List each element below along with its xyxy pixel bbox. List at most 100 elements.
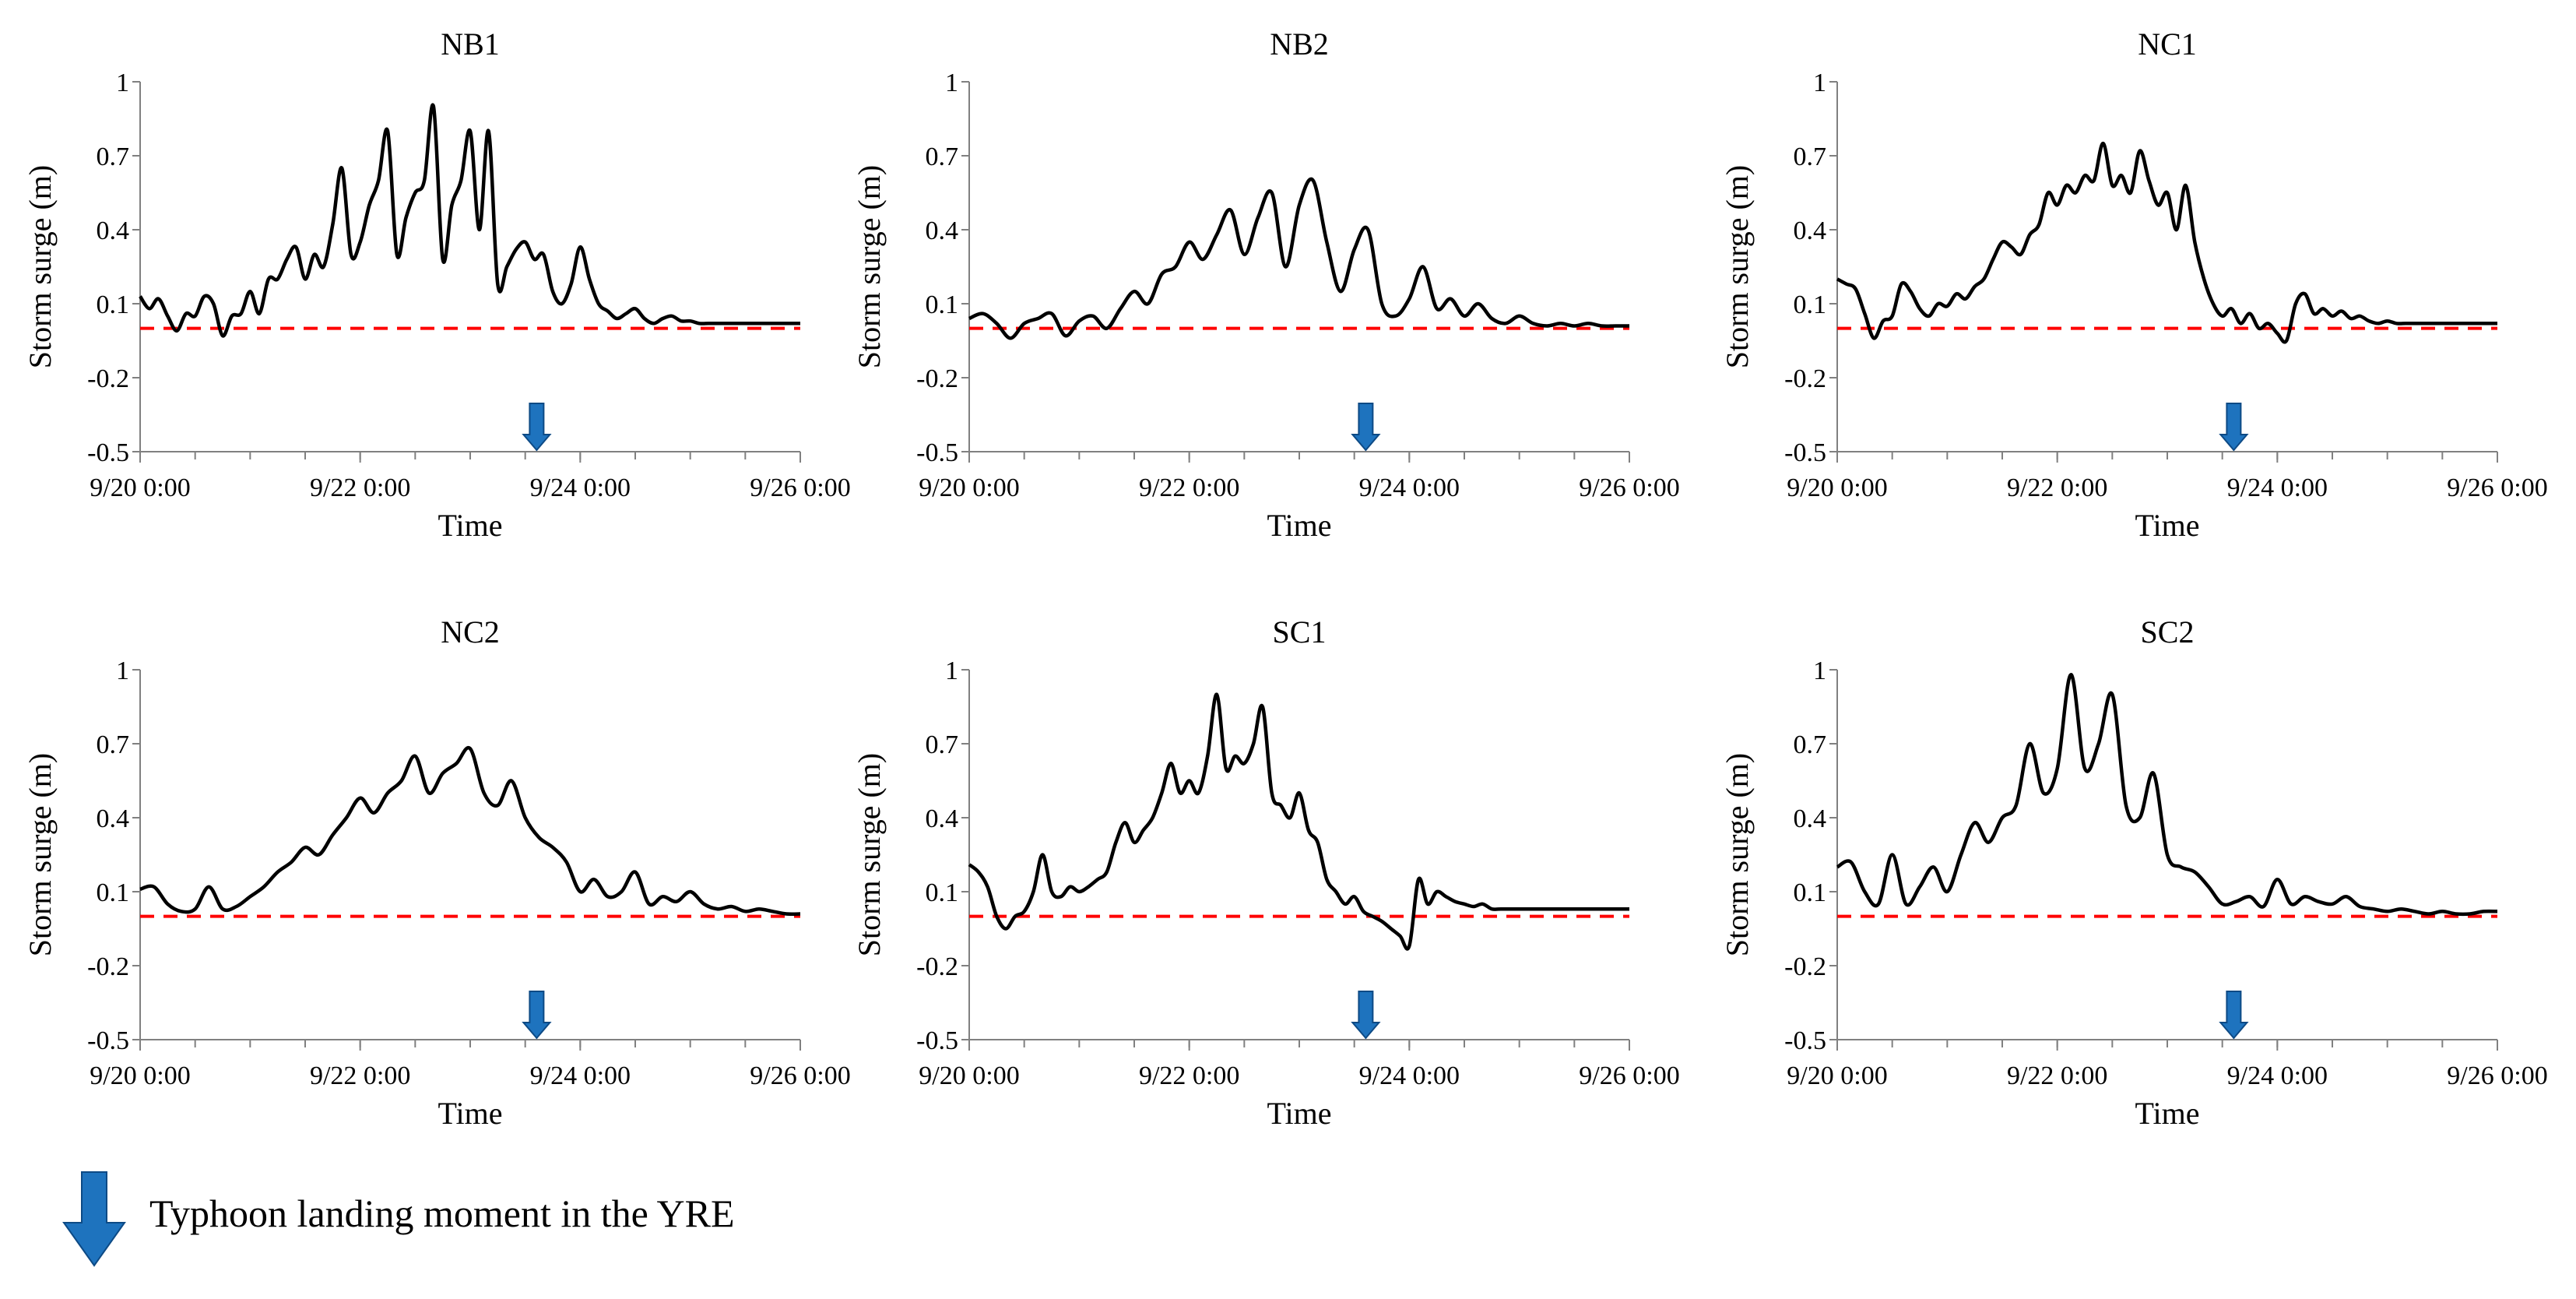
x-tick-label: 9/22 0:00 (2007, 1061, 2107, 1090)
chart-title: NB1 (441, 26, 500, 62)
y-tick-label: -0.5 (916, 1026, 958, 1055)
y-tick-label: 0.4 (97, 804, 130, 833)
series-line-nc2 (139, 745, 801, 916)
chart-title: NC2 (441, 614, 500, 650)
chart-panel-nc1: NC1 -0.5 -0.2 0.1 0.4 0.7 1 9/20 0:00 9/22 0:00 9… (1720, 26, 2548, 543)
y-tick-label: -0.5 (1784, 1026, 1826, 1055)
x-tick-label: 9/26 0:00 (750, 1061, 850, 1090)
down-arrow-icon (62, 1171, 126, 1267)
x-axis-title: Time (2135, 1096, 2199, 1131)
series-line-nb2 (968, 177, 1629, 340)
y-tick-label: 1 (945, 657, 958, 685)
y-tick-label: 1 (116, 69, 129, 97)
chart-panel-nb2: NB2 -0.5 -0.2 0.1 0.4 0.7 1 9/20 0:00 9/22 0:00 9… (852, 26, 1680, 543)
y-tick-label: 0.7 (97, 143, 130, 171)
y-axis-title: Storm surge (m) (23, 165, 58, 368)
chart-panel-nb1: NB1 -0.5 -0.2 0.1 0.4 0.7 1 9/20 0:00 9/22 0:00 9… (23, 26, 851, 543)
x-tick-label: 9/24 0:00 (2227, 1061, 2328, 1090)
y-tick-label: 0.1 (926, 290, 959, 319)
y-tick-label: 1 (1813, 69, 1826, 97)
chart-panel-sc1: SC1 -0.5 -0.2 0.1 0.4 0.7 1 9/20 0:00 9/22 0:00 9… (852, 614, 1680, 1131)
y-tick-label: 0.1 (97, 290, 130, 319)
x-tick-label: 9/24 0:00 (1359, 473, 1460, 502)
landing-arrow-icon (2219, 991, 2249, 1040)
chart-title: NC1 (2138, 26, 2197, 62)
chart-panel-sc2: SC2 -0.5 -0.2 0.1 0.4 0.7 1 9/20 0:00 9/22 0:00 9… (1720, 614, 2548, 1131)
landing-arrow-icon (522, 403, 552, 452)
y-tick-label: -0.5 (87, 438, 129, 467)
y-tick-label: -0.2 (1784, 364, 1826, 393)
x-tick-label: 9/22 0:00 (1139, 1061, 1239, 1090)
y-tick-label: 0.7 (1794, 143, 1827, 171)
series-line-nc1 (1836, 141, 2497, 344)
chart-title: NB2 (1270, 26, 1329, 62)
x-tick-label: 9/22 0:00 (310, 1061, 410, 1090)
y-tick-label: 0.4 (926, 804, 959, 833)
x-tick-label: 9/26 0:00 (1579, 473, 1679, 502)
x-tick-label: 9/20 0:00 (1787, 1061, 1887, 1090)
y-axis-title: Storm surge (m) (852, 753, 887, 956)
y-axis-title: Storm surge (m) (1720, 753, 1755, 956)
legend-label: Typhoon landing moment in the YRE (149, 1192, 735, 1235)
x-tick-label: 9/22 0:00 (1139, 473, 1239, 502)
landing-arrow-icon (522, 991, 552, 1040)
y-tick-label: -0.2 (87, 364, 129, 393)
x-tick-label: 9/26 0:00 (750, 473, 850, 502)
y-tick-label: 1 (1813, 657, 1826, 685)
x-axis-title: Time (2135, 508, 2199, 543)
y-tick-label: 0.4 (97, 216, 130, 245)
y-tick-label: 0.1 (97, 878, 130, 907)
legend: Typhoon landing moment in the YRE (62, 1171, 735, 1267)
y-axis-title: Storm surge (m) (852, 165, 887, 368)
x-tick-label: 9/24 0:00 (1359, 1061, 1460, 1090)
y-tick-label: 0.7 (926, 143, 959, 171)
landing-arrow-icon (1351, 403, 1381, 452)
x-axis-title: Time (438, 508, 502, 543)
series-line-sc1 (968, 692, 1629, 951)
landing-arrow-icon (1351, 991, 1381, 1040)
x-tick-label: 9/22 0:00 (2007, 473, 2107, 502)
x-tick-label: 9/20 0:00 (90, 473, 190, 502)
chart-title: SC1 (1273, 614, 1327, 650)
y-tick-label: 0.1 (1794, 290, 1827, 319)
landing-arrow-icon (2219, 403, 2249, 452)
y-tick-label: 1 (945, 69, 958, 97)
chart-title: SC2 (2141, 614, 2195, 650)
y-tick-label: -0.5 (87, 1026, 129, 1055)
x-tick-label: 9/22 0:00 (310, 473, 410, 502)
y-tick-label: -0.2 (1784, 952, 1826, 981)
x-tick-label: 9/26 0:00 (2447, 1061, 2547, 1090)
y-tick-label: 0.7 (1794, 730, 1827, 759)
chart-panels: NB1 -0.5 -0.2 0.1 0.4 0.7 1 9/20 0:00 9/22 0:00 9… (23, 26, 2548, 1131)
y-tick-label: 0.1 (1794, 878, 1827, 907)
y-tick-label: -0.5 (916, 438, 958, 467)
x-tick-label: 9/20 0:00 (919, 473, 1019, 502)
x-tick-label: 9/20 0:00 (1787, 473, 1887, 502)
x-axis-title: Time (1267, 508, 1331, 543)
y-axis-title: Storm surge (m) (23, 753, 58, 956)
x-axis-title: Time (1267, 1096, 1331, 1131)
y-tick-label: 0.4 (926, 216, 959, 245)
y-tick-label: 0.4 (1794, 216, 1827, 245)
y-tick-label: -0.2 (916, 952, 958, 981)
x-tick-label: 9/26 0:00 (2447, 473, 2547, 502)
y-tick-label: 0.7 (97, 730, 130, 759)
x-tick-label: 9/24 0:00 (530, 473, 631, 502)
series-line-nb1 (139, 103, 800, 338)
y-tick-label: 0.1 (926, 878, 959, 907)
series-line-sc2 (1836, 673, 2498, 917)
x-tick-label: 9/20 0:00 (919, 1061, 1019, 1090)
x-tick-label: 9/26 0:00 (1579, 1061, 1679, 1090)
y-tick-label: -0.2 (87, 952, 129, 981)
y-tick-label: 1 (116, 657, 129, 685)
y-tick-label: -0.2 (916, 364, 958, 393)
x-axis-title: Time (438, 1096, 502, 1131)
x-tick-label: 9/24 0:00 (530, 1061, 631, 1090)
x-tick-label: 9/20 0:00 (90, 1061, 190, 1090)
y-tick-label: -0.5 (1784, 438, 1826, 467)
chart-panel-nc2: NC2 -0.5 -0.2 0.1 0.4 0.7 1 9/20 0:00 9/22 0:00 9… (23, 614, 851, 1131)
y-axis-title: Storm surge (m) (1720, 165, 1755, 368)
y-tick-label: 0.4 (1794, 804, 1827, 833)
y-tick-label: 0.7 (926, 730, 959, 759)
